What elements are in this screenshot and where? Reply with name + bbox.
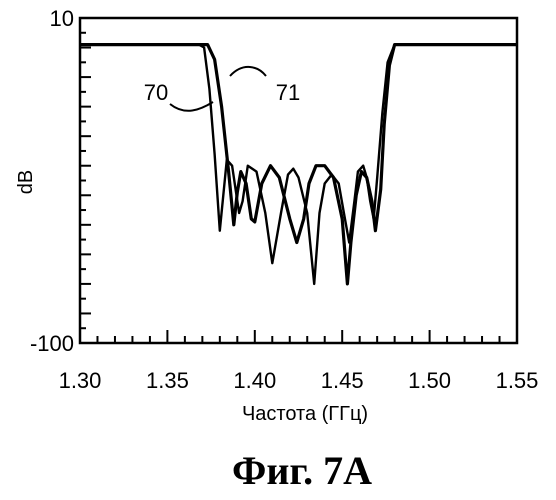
label-leader-70: [170, 102, 213, 111]
x-axis-title: Частота (ГГц): [242, 403, 368, 425]
x-tick-label: 1.40: [233, 368, 276, 393]
y-tick-label: -100: [30, 331, 74, 356]
y-tick-label: 10: [50, 6, 74, 31]
x-tick-label: 1.45: [321, 368, 364, 393]
x-tick-label: 1.50: [408, 368, 451, 393]
x-tick-label: 1.35: [146, 368, 189, 393]
y-axis-title: dB: [15, 170, 37, 194]
x-tick-label: 1.30: [59, 368, 102, 393]
figure-caption: Фиг. 7A: [232, 448, 372, 493]
label-leader-71: [230, 67, 266, 76]
series-label-71: 71: [276, 80, 300, 105]
y-axis-ticks: 10 -100: [30, 6, 91, 356]
series-label-70: 70: [144, 80, 168, 105]
x-axis-ticks: 1.30 1.35 1.40 1.45 1.50 1.55: [59, 330, 539, 393]
x-tick-label: 1.55: [496, 368, 539, 393]
